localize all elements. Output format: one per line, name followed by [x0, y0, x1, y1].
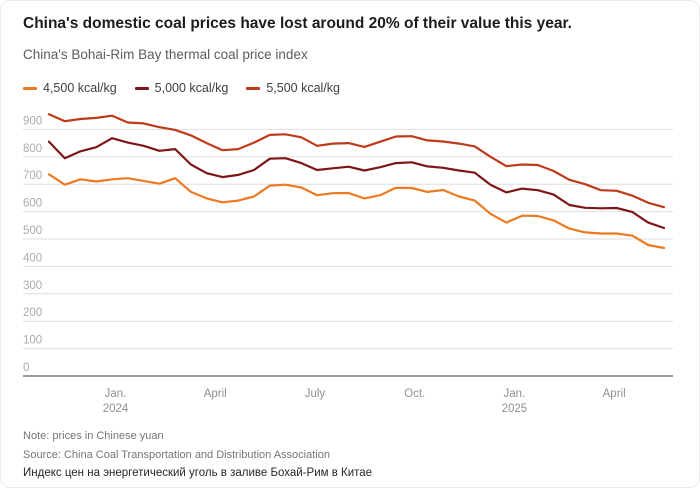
x-tick-label: Jan. — [504, 388, 526, 400]
footer-caption-ru: Индекс цен на энергетический уголь в зал… — [23, 467, 373, 479]
y-tick-label: 200 — [23, 307, 42, 319]
x-tick-label: Oct. — [404, 388, 425, 400]
footer-source: Source: China Coal Transportation and Di… — [23, 449, 330, 461]
x-tick-label: Jan. — [105, 388, 127, 400]
legend-line-swatch — [246, 86, 261, 90]
y-tick-label: 0 — [23, 362, 29, 374]
y-tick-label: 500 — [23, 225, 42, 237]
series-line-5000 — [47, 137, 666, 230]
x-tick-year-label: 2025 — [502, 403, 528, 415]
legend-item: 5,000 kcal/kg — [134, 81, 229, 95]
y-tick-label: 800 — [23, 143, 42, 155]
legend-label: 4,500 kcal/kg — [43, 81, 117, 95]
legend-item: 5,500 kcal/kg — [246, 81, 340, 95]
legend-label: 5,500 kcal/kg — [266, 81, 341, 95]
y-tick-label: 100 — [23, 335, 42, 347]
x-tick-label: April — [204, 388, 227, 400]
legend-item: 4,500 kcal/kg — [23, 81, 117, 95]
x-tick-year-label: 2024 — [103, 403, 129, 415]
y-tick-label: 400 — [23, 252, 42, 264]
legend-line-swatch — [23, 86, 37, 90]
x-tick-label: July — [305, 388, 326, 400]
series-line-4500 — [47, 173, 666, 250]
y-tick-label: 700 — [23, 170, 42, 182]
y-tick-label: 300 — [23, 280, 42, 292]
page-title: China's domestic coal prices have lost a… — [23, 15, 572, 32]
series-line-5500 — [47, 113, 666, 209]
y-tick-label: 600 — [23, 198, 42, 210]
price-chart: 900 800 700 600 500 400 300 200 100 0 Jan. 2024 Apri… — [23, 113, 673, 415]
legend-line-swatch — [134, 86, 149, 90]
footer-note: Note: prices in Chinese yuan — [23, 430, 164, 442]
x-tick-label: April — [603, 388, 626, 400]
chart-subtitle: China's Bohai-Rim Bay thermal coal price… — [23, 47, 308, 62]
legend-label: 5,000 kcal/kg — [154, 81, 229, 95]
chart-legend: 4,500 kcal/kg 5,000 kcal/kg 5,500 kcal/k… — [23, 81, 340, 95]
y-tick-label: 900 — [23, 115, 42, 127]
